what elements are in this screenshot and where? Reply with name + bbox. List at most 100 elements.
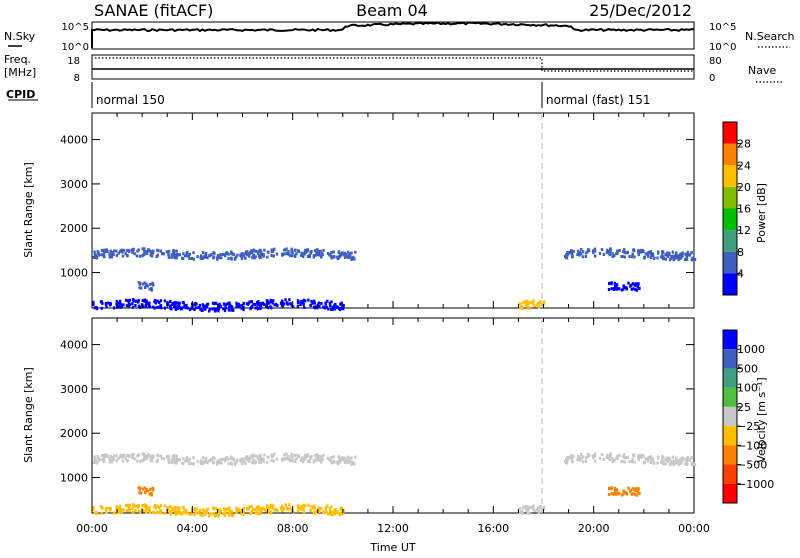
noise-left-tick-high: 10^5	[62, 22, 89, 33]
scatter-cell	[158, 305, 161, 309]
scatter-cell	[330, 256, 333, 260]
scatter-cell	[141, 452, 144, 456]
colorbar-tick-label: 16	[737, 203, 751, 216]
scatter-cell	[586, 250, 589, 254]
scatter-cell	[650, 459, 653, 462]
scatter-cell	[580, 248, 583, 251]
colorbar-cell	[723, 483, 737, 503]
scatter-cell	[222, 512, 225, 516]
scatter-cell	[325, 510, 328, 514]
scatter-cell	[285, 457, 289, 461]
scatter-cell	[172, 254, 175, 257]
scatter-cell	[197, 511, 200, 515]
scatter-cell	[154, 506, 158, 510]
scatter-cell	[528, 306, 531, 310]
scatter-cell	[299, 300, 302, 304]
scatter-cell	[576, 454, 580, 458]
scatter-cell	[639, 248, 642, 252]
scatter-cell	[115, 249, 118, 253]
scatter-cell	[300, 456, 303, 460]
colorbar-tick-label: 28	[737, 138, 751, 151]
scatter-cell	[184, 254, 187, 258]
scatter-cell	[176, 306, 179, 310]
scatter-cell	[584, 460, 588, 463]
scatter-cell	[171, 255, 174, 259]
scatter-cell	[97, 251, 100, 255]
scatter-cell	[203, 510, 207, 514]
scatter-cell	[176, 301, 179, 305]
scatter-cell	[244, 250, 248, 254]
scatter-cell	[132, 503, 135, 507]
scatter-cell	[148, 492, 151, 496]
scatter-cell	[691, 461, 694, 465]
colorbar-cell	[723, 208, 737, 231]
scatter-cell	[111, 251, 114, 255]
scatter-cell	[145, 510, 148, 514]
scatter-cell	[163, 306, 167, 310]
scatter-cell	[608, 486, 611, 490]
scatter-cell	[272, 459, 275, 463]
scatter-cell	[208, 459, 211, 463]
scatter-cell	[141, 504, 144, 507]
cpid-program-2: normal (fast) 151	[546, 93, 650, 107]
scatter-cell	[650, 252, 653, 256]
scatter-cell	[210, 252, 213, 256]
scatter-cell	[112, 253, 115, 256]
scatter-cell	[313, 249, 317, 253]
scatter-cell	[629, 283, 633, 287]
scatter-cell	[192, 257, 195, 261]
scatter-cell	[125, 509, 129, 513]
scatter-cell	[159, 454, 163, 458]
scatter-cell	[93, 306, 97, 310]
scatter-cell	[158, 510, 161, 514]
scatter-cell	[242, 513, 245, 517]
colorbar-cell	[723, 230, 737, 252]
scatter-cell	[285, 252, 289, 256]
scatter-cell	[580, 457, 583, 461]
scatter-cell	[622, 287, 625, 291]
scatter-cell	[537, 506, 540, 510]
scatter-cell	[115, 299, 118, 303]
scatter-cell	[681, 251, 684, 255]
scatter-cell	[521, 506, 524, 510]
scatter-cell	[649, 250, 652, 254]
scatter-cell	[231, 252, 234, 256]
scatter-cell	[184, 511, 187, 515]
scatter-cell	[295, 457, 298, 461]
scatter-cell	[250, 505, 253, 509]
scatter-cell	[145, 454, 148, 458]
scatter-cell	[112, 511, 116, 515]
scatter-cell	[616, 454, 619, 458]
scatter-cell	[259, 461, 262, 465]
scatter-cell	[337, 456, 341, 460]
scatter-cell	[615, 287, 618, 291]
scatter-cell	[229, 509, 232, 513]
scatter-cell	[244, 461, 247, 465]
scatter-cell	[140, 286, 143, 290]
scatter-cell	[157, 454, 160, 458]
scatter-cell	[100, 300, 103, 304]
scatter-cell	[532, 299, 535, 303]
freq-left-tick-high: 18	[67, 56, 80, 67]
scatter-cell	[679, 458, 682, 461]
scatter-cell	[95, 461, 99, 465]
scatter-cell	[669, 256, 673, 260]
scatter-cell	[241, 457, 245, 461]
scatter-cell	[124, 298, 128, 302]
velocity-colorbar-label: Velocity [m s⁻¹]	[755, 377, 768, 462]
scatter-cell	[352, 257, 356, 261]
scatter-cell	[217, 307, 220, 311]
scatter-cell	[186, 511, 189, 515]
scatter-cell	[167, 255, 171, 259]
scatter-cell	[608, 253, 612, 257]
scatter-cell	[281, 299, 284, 303]
scatter-cell	[346, 255, 350, 259]
scatter-cell	[620, 460, 623, 463]
scatter-cell	[177, 508, 181, 512]
scatter-cell	[258, 304, 262, 308]
scatter-cell	[623, 453, 626, 457]
scatter-cell	[623, 285, 626, 289]
scatter-cell	[633, 255, 636, 259]
scatter-cell	[177, 303, 181, 307]
scatter-cell	[333, 511, 336, 515]
